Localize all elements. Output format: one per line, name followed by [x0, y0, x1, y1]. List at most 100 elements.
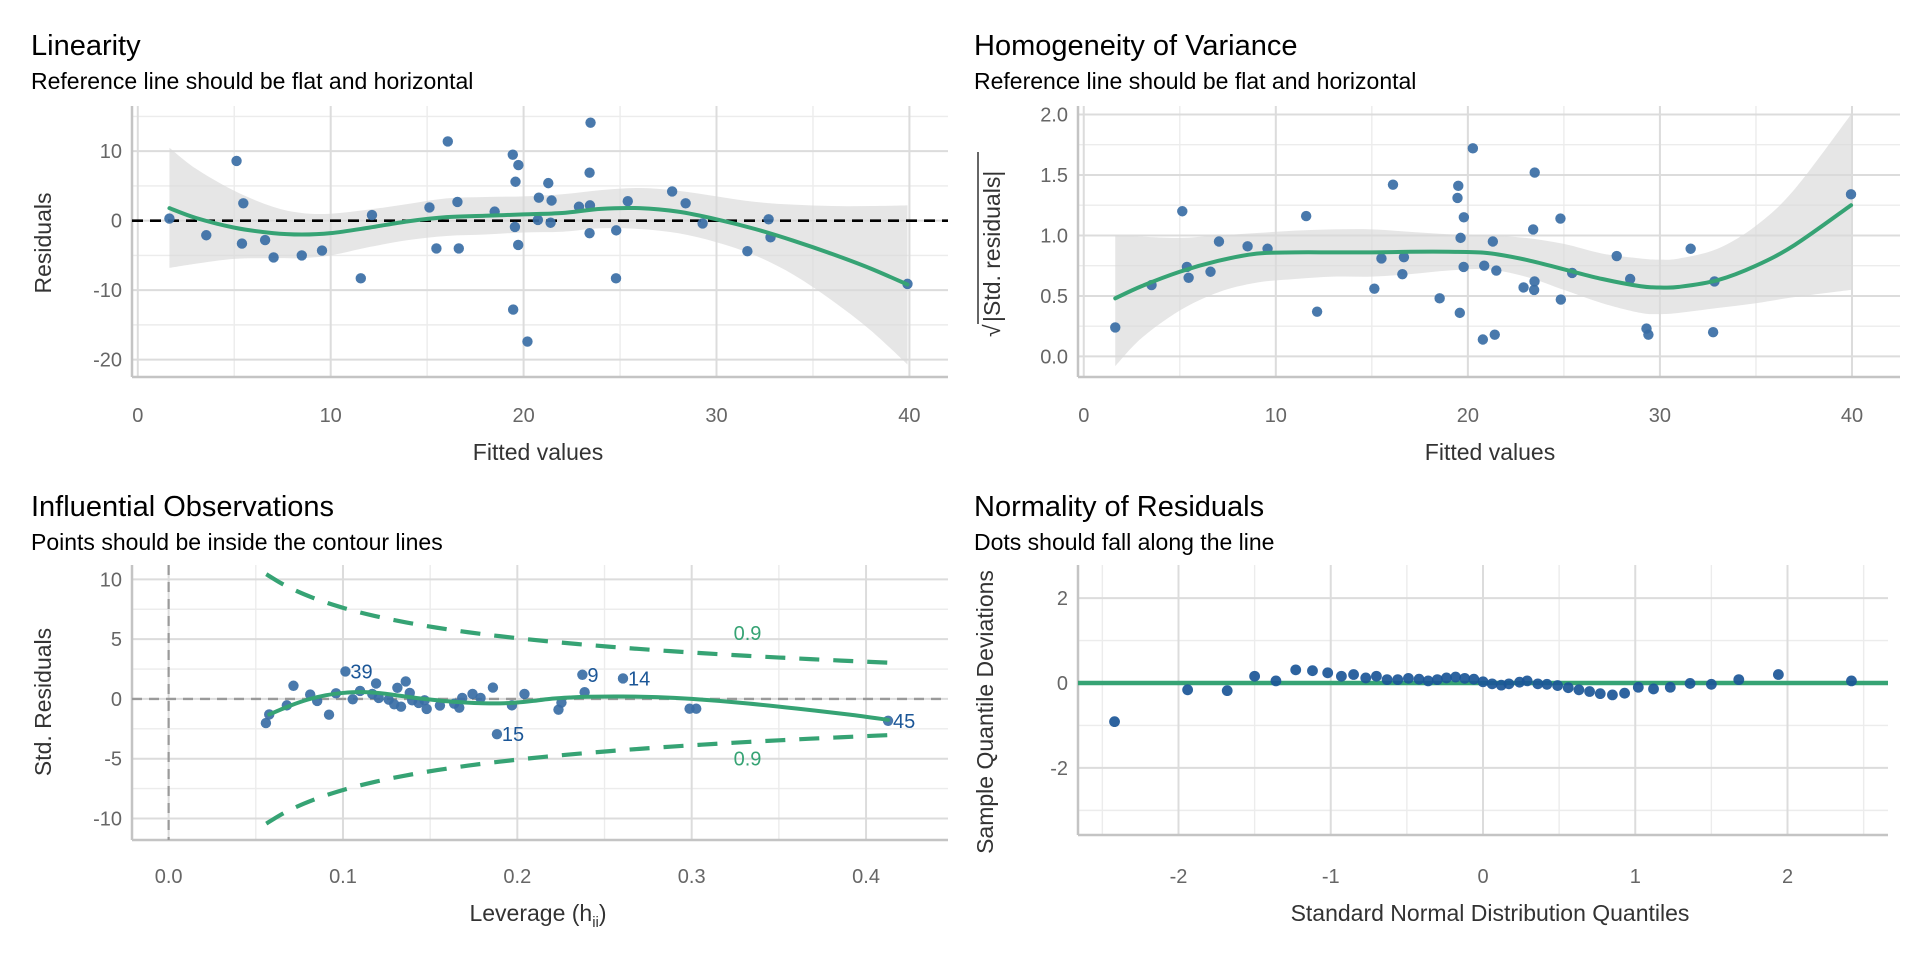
influential-y-tick-label: 10	[100, 569, 122, 591]
linearity-point	[507, 149, 518, 160]
homogeneity-confidence-band	[1115, 114, 1852, 367]
homogeneity-point	[1527, 224, 1539, 235]
linearity-point	[259, 234, 271, 246]
normality-point	[1402, 672, 1414, 684]
influential-x-tick-label: 0.3	[678, 866, 706, 888]
linearity-point	[697, 218, 708, 229]
homogeneity-point	[1489, 329, 1500, 340]
homogeneity-subtitle: Reference line should be flat and horizo…	[974, 68, 1416, 94]
influential-point-label: 39	[350, 661, 372, 683]
linearity-point	[164, 213, 175, 224]
homogeneity-point	[1110, 322, 1121, 333]
linearity-smooth-line	[167, 205, 910, 287]
linearity-point	[585, 117, 596, 128]
normality-x-axis-label: Standard Normal Distribution Quantiles	[1291, 900, 1690, 926]
homogeneity-y-tick-label: 0.0	[1040, 346, 1068, 368]
linearity-point	[231, 155, 242, 167]
normality-y-axis-label: Sample Quantile Deviations	[972, 570, 998, 854]
normality-point	[1684, 678, 1696, 689]
influential-subtitle: Points should be inside the contour line…	[31, 529, 443, 555]
homogeneity-point	[1311, 306, 1323, 317]
linearity-point	[268, 252, 279, 263]
homogeneity-point	[1467, 143, 1479, 154]
influential-point	[392, 682, 403, 693]
homogeneity-x-tick-label: 30	[1649, 405, 1671, 427]
normality-point	[1705, 678, 1717, 690]
homogeneity-point	[1397, 268, 1408, 280]
homogeneity-y-tick-label: 1.0	[1040, 225, 1068, 247]
influential-y-tick-label: -10	[93, 808, 122, 830]
influential-point-label: 14	[628, 668, 650, 690]
homogeneity-point	[1213, 236, 1225, 247]
linearity-point	[666, 186, 678, 197]
normality-point	[1562, 682, 1574, 694]
normality-point	[1607, 689, 1618, 701]
influential-point-label: 45	[893, 711, 915, 733]
influential-point	[434, 700, 446, 711]
homogeneity-point	[1611, 250, 1622, 262]
homogeneity-point	[1458, 261, 1469, 273]
homogeneity-point	[1529, 276, 1540, 287]
linearity-point	[355, 273, 366, 284]
x-axis-label-main: Leverage (h	[469, 900, 592, 926]
homogeneity-point	[1624, 273, 1636, 285]
homogeneity-point	[1685, 243, 1696, 254]
linearity-point	[513, 159, 524, 171]
influential-y-tick-label: 5	[111, 629, 122, 651]
normality-x-tick-label: -1	[1322, 866, 1340, 888]
influential-point	[395, 701, 407, 712]
influential-point	[519, 688, 530, 700]
linearity-point	[316, 245, 328, 256]
linearity-point	[532, 214, 544, 226]
homogeneity-point	[1300, 210, 1312, 222]
homogeneity-x-tick-label: 20	[1457, 405, 1479, 427]
normality-point	[1441, 672, 1452, 684]
homogeneity-point	[1434, 293, 1445, 304]
homogeneity-point	[1491, 265, 1502, 276]
homogeneity-x-tick-label: 40	[1841, 405, 1863, 427]
influential-plot-area: 0.0 0.1 0.2 0.3 0.4 -10 -5 0 5 10 0.9 0.9 39 15 9 14 45	[93, 565, 948, 888]
influential-point	[370, 678, 382, 689]
homogeneity-point	[1376, 253, 1387, 264]
homogeneity-x-axis-label: Fitted values	[1425, 439, 1555, 465]
normality-y-tick-label: 2	[1057, 588, 1068, 610]
normality-x-tick-label: 0	[1477, 866, 1488, 888]
homogeneity-y-axis-label-text: |Std. residuals|	[979, 171, 1005, 322]
linearity-point	[509, 221, 521, 233]
influential-x-axis-label: Leverage (hii)	[469, 900, 606, 931]
linearity-point	[510, 176, 521, 187]
influential-x-tick-label: 0.4	[852, 866, 880, 888]
normality-point	[1422, 675, 1434, 687]
linearity-point	[453, 243, 464, 254]
homogeneity-plot-area: 0 10 20 30 40 0.0 0.5 1.0 1.5 2.0	[1040, 104, 1900, 427]
linearity-x-tick-label: 0	[132, 405, 143, 427]
linearity-y-tick-label: 10	[100, 141, 122, 163]
normality-point	[1733, 674, 1745, 686]
normality-point	[1532, 678, 1544, 690]
linearity-plot-area: 0 10 20 30 40 -20 -10 0 10	[93, 106, 948, 427]
cooks-distance-upper-contour	[265, 572, 889, 665]
influential-point	[400, 676, 411, 687]
homogeneity-point	[1845, 189, 1857, 200]
linearity-point	[543, 177, 554, 189]
linearity-point	[763, 214, 774, 225]
influential-y-tick-label: -5	[104, 749, 122, 771]
homogeneity-point	[1458, 212, 1470, 223]
linearity-point	[296, 250, 307, 261]
homogeneity-point	[1487, 236, 1499, 247]
influential-point	[323, 709, 335, 720]
influential-y-axis-label: Std. Residuals	[30, 628, 56, 776]
homogeneity-point	[1369, 283, 1380, 294]
influential-point	[347, 694, 358, 705]
normality-point	[1371, 670, 1382, 682]
linearity-point	[610, 225, 622, 236]
homogeneity-y-axis-label: √ |Std. residuals|	[977, 152, 1005, 337]
homogeneity-point	[1643, 329, 1654, 340]
linearity-x-axis-label: Fitted values	[473, 439, 603, 465]
homogeneity-point	[1478, 260, 1490, 271]
influential-point-label: 9	[587, 665, 598, 687]
normality-point	[1521, 675, 1533, 687]
normality-point	[1290, 664, 1302, 676]
homogeneity-point	[1477, 334, 1489, 345]
influential-point	[340, 666, 351, 677]
